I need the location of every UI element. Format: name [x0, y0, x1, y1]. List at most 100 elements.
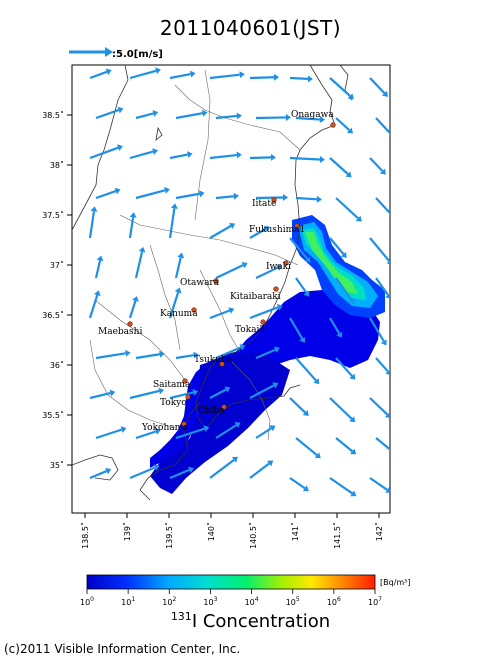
scale-label: :5.0[m/s]: [112, 49, 163, 60]
colorbar-tick-label: 101: [121, 596, 135, 607]
colorbar-tick-label: 104: [245, 596, 259, 607]
lon-tick-label: 140.5˚: [248, 522, 258, 549]
wind-arrow-head: [319, 115, 325, 123]
lon-tick-label: 138.5˚: [80, 522, 90, 549]
wind-arrow-head: [379, 168, 386, 175]
wind-arrow: [329, 237, 345, 255]
lon-tick-label: 139.5˚: [164, 522, 174, 549]
wind-arrow-head: [201, 109, 208, 117]
place-marker: [330, 122, 336, 128]
wind-arrow-head: [380, 339, 387, 346]
place-marker: [191, 307, 197, 313]
wind-arrow-head: [267, 460, 274, 467]
wind-arrow-head: [381, 90, 388, 97]
wind-arrow-head: [239, 71, 245, 79]
wind-arrow-head: [307, 75, 313, 83]
wind-arrow-head: [236, 112, 242, 120]
wind-arrow-head: [96, 255, 104, 262]
wind-arrow-head: [132, 296, 139, 302]
lat-tick-label: 35˚: [50, 460, 64, 470]
wind-arrow: [209, 388, 227, 399]
wind-arrow-head: [233, 192, 239, 200]
wind-arrow: [375, 277, 390, 296]
wind-arrow-head: [392, 135, 398, 141]
wind-arrow: [134, 251, 144, 279]
wind-arrow: [295, 196, 318, 201]
wind-arrow: [249, 462, 270, 479]
wind-arrow: [95, 189, 117, 200]
wind-arrow-head: [355, 215, 362, 222]
wind-arrow: [129, 150, 154, 160]
wind-arrow: [175, 192, 200, 200]
wind-arrow-head: [203, 425, 210, 433]
wind-arrow-head: [192, 388, 199, 396]
wind-arrow: [135, 430, 157, 440]
place-label: Tsukuba: [194, 355, 233, 365]
place-label: Saitama: [153, 380, 191, 390]
wind-arrow: [174, 257, 182, 279]
wind-arrow: [329, 317, 341, 335]
wind-arrow-head: [340, 251, 347, 258]
wind-arrow: [128, 300, 137, 319]
wind-arrow-head: [153, 464, 160, 471]
wind-vectors: [88, 67, 398, 497]
scale-arrow-icon: [69, 47, 113, 57]
wind-arrow: [369, 397, 389, 416]
wind-arrow-head: [302, 410, 309, 416]
lat-tick-label: 38˚: [50, 160, 64, 170]
wind-arrow-head: [313, 378, 320, 385]
wind-arrow-head: [90, 206, 98, 212]
wind-arrow: [129, 466, 156, 480]
wind-arrow: [289, 397, 306, 414]
lat-tick-label: 36˚: [50, 360, 64, 370]
wind-arrow: [335, 277, 353, 301]
wind-arrow-head: [117, 106, 124, 114]
wind-arrow: [169, 391, 194, 400]
wind-arrow: [215, 346, 242, 360]
place-label: Kitaibaraki: [230, 292, 281, 302]
wind-arrow: [89, 146, 119, 160]
wind-arrow-head: [116, 144, 123, 152]
wind-arrow: [209, 309, 231, 320]
place-marker: [219, 361, 225, 367]
place-label: Fukushima1: [249, 225, 305, 235]
wind-arrow: [89, 392, 111, 400]
wind-arrow-head: [158, 387, 165, 395]
wind-arrow-head: [385, 293, 390, 299]
wind-arrow: [175, 427, 205, 440]
place-marker: [273, 286, 279, 292]
wind-arrow-head: [314, 452, 321, 459]
wind-arrow: [215, 264, 244, 279]
wind-arrow-head: [114, 187, 121, 195]
wind-arrow-head: [234, 422, 241, 429]
wind-arrow: [369, 317, 385, 342]
wind-arrow: [329, 157, 349, 175]
wind-arrow: [88, 211, 96, 239]
wind-arrow-head: [270, 153, 276, 161]
wind-arrow-head: [188, 466, 194, 474]
colorbar-tick-label: 102: [162, 596, 176, 607]
wind-arrow: [375, 357, 389, 373]
wind-arrow: [375, 117, 390, 135]
place-marker: [260, 319, 266, 325]
place-label: Yokohama: [141, 423, 189, 433]
place-marker: [283, 260, 289, 266]
place-label: Chiba: [198, 406, 225, 416]
wind-arrow-head: [347, 93, 354, 100]
wind-arrow: [289, 237, 309, 260]
wind-arrow-head: [231, 456, 238, 463]
wind-arrow: [295, 277, 308, 294]
wind-arrow: [249, 384, 275, 399]
wind-arrow: [94, 260, 102, 279]
wind-arrow: [95, 352, 126, 360]
wind-arrow-head: [193, 351, 199, 359]
wind-arrow: [295, 437, 318, 456]
place-marker: [181, 421, 187, 427]
wind-arrow: [249, 228, 267, 239]
wind-arrow: [289, 156, 321, 161]
colorbar-ticks: 100 101 102 103 104 105 106 107: [80, 589, 382, 607]
wind-arrow-head: [177, 252, 185, 259]
wind-arrow-head: [228, 307, 235, 314]
wind-arrow: [335, 117, 351, 131]
